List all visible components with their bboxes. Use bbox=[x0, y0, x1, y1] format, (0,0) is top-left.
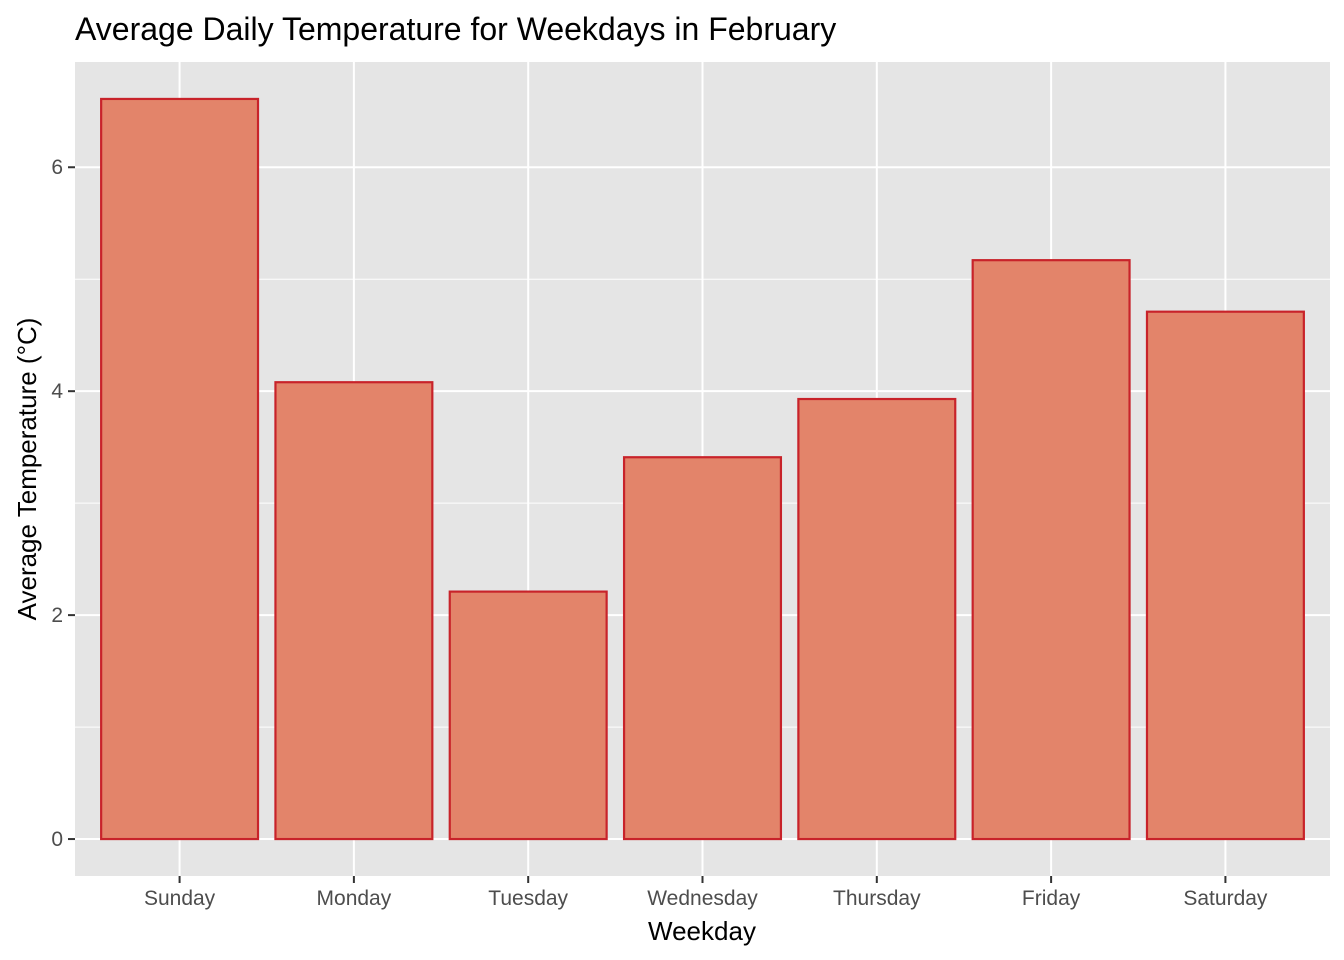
x-tick-label: Thursday bbox=[833, 887, 921, 910]
bar-thursday bbox=[797, 397, 957, 841]
bar-wednesday bbox=[622, 456, 783, 841]
bar-saturday bbox=[1145, 310, 1305, 841]
y-tick-label: 4 bbox=[51, 380, 63, 403]
x-tick-label: Tuesday bbox=[488, 887, 568, 910]
y-tick-label: 0 bbox=[51, 828, 63, 851]
bars bbox=[100, 97, 1305, 841]
x-tick-label: Wednesday bbox=[647, 887, 758, 910]
bar-tuesday bbox=[448, 590, 608, 841]
bar-friday bbox=[971, 259, 1131, 841]
y-axis-title: Average Temperature (°C) bbox=[12, 318, 42, 621]
y-axis: 0 2 4 6 bbox=[51, 156, 75, 851]
chart-title: Average Daily Temperature for Weekdays i… bbox=[75, 11, 836, 47]
y-tick-label: 6 bbox=[51, 156, 63, 179]
x-axis: Sunday Monday Tuesday Wednesday Thursday Frid… bbox=[144, 876, 1268, 910]
bar-sunday bbox=[100, 97, 260, 841]
x-tick-label: Friday bbox=[1022, 887, 1081, 910]
x-tick-label: Saturday bbox=[1183, 887, 1268, 910]
y-tick-label: 2 bbox=[51, 604, 63, 627]
bar-monday bbox=[274, 381, 434, 841]
x-tick-label: Sunday bbox=[144, 887, 216, 910]
x-tick-label: Monday bbox=[317, 887, 392, 910]
x-axis-title: Weekday bbox=[648, 916, 756, 946]
